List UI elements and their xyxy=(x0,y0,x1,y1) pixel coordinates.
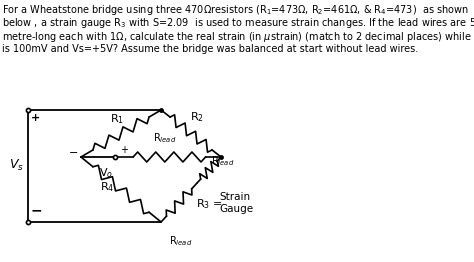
Text: For a Wheatstone bridge using three 470$\Omega$resistors (R$_1$=473$\Omega$, R$_: For a Wheatstone bridge using three 470$… xyxy=(2,3,469,17)
Text: +: + xyxy=(120,145,128,155)
Text: below , a strain gauge R$_3$ with S=2.09  is used to measure strain changes. If : below , a strain gauge R$_3$ with S=2.09… xyxy=(2,17,474,30)
Text: Gauge: Gauge xyxy=(219,205,254,215)
Text: metre-long each with 1$\Omega$, calculate the real strain (in $\mu$strain) (matc: metre-long each with 1$\Omega$, calculat… xyxy=(2,30,474,44)
Text: R$_{lead}$: R$_{lead}$ xyxy=(169,234,192,248)
Text: V$_o$: V$_o$ xyxy=(99,166,113,180)
Text: is 100mV and Vs=+5V? Assume the bridge was balanced at start without lead wires.: is 100mV and Vs=+5V? Assume the bridge w… xyxy=(2,43,419,53)
Text: R$_2$: R$_2$ xyxy=(190,111,204,124)
Text: R$_1$: R$_1$ xyxy=(110,113,124,126)
Text: Strain: Strain xyxy=(219,192,251,201)
Text: −: − xyxy=(69,148,78,158)
Text: −: − xyxy=(31,203,42,217)
Text: R$_3$ =: R$_3$ = xyxy=(196,198,222,211)
Text: R$_4$: R$_4$ xyxy=(100,181,115,194)
Text: V$_s$: V$_s$ xyxy=(9,157,24,173)
Text: +: + xyxy=(31,113,40,123)
Text: R$_{lead}$: R$_{lead}$ xyxy=(210,154,234,168)
Text: R$_{lead}$: R$_{lead}$ xyxy=(153,131,177,145)
